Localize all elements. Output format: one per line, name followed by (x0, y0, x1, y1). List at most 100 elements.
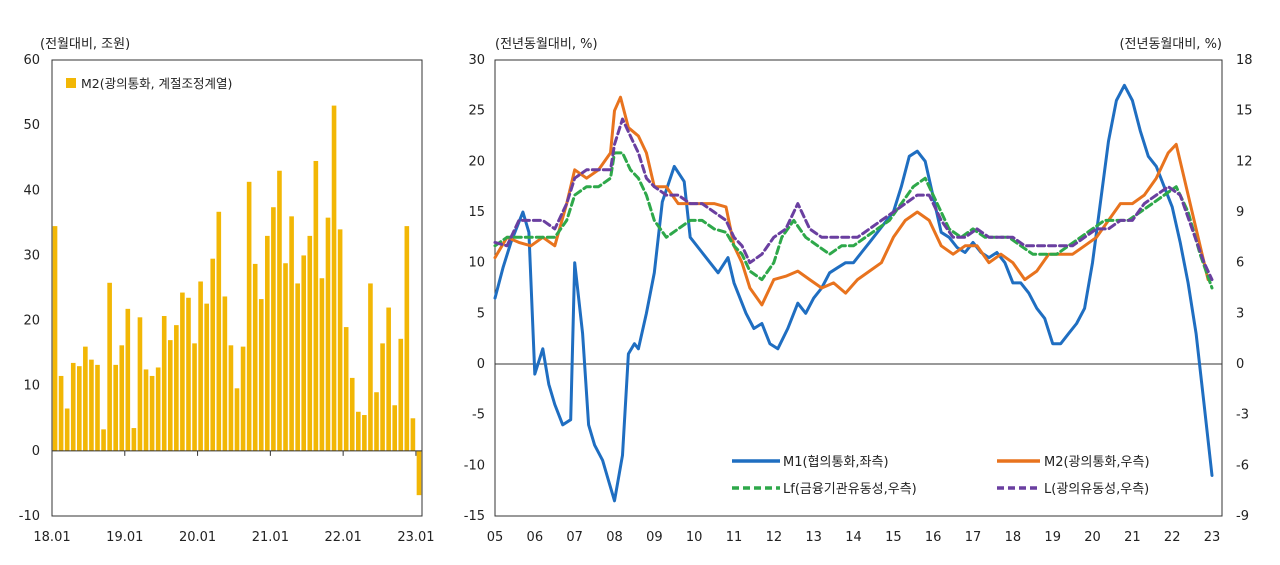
left-bar (131, 428, 137, 451)
left-bar (277, 170, 282, 451)
chart-monthly-m2-bars: (전월대비, 조원) 60 50 40 30 20 10 0 -10 18.01 19.01 20… (19, 37, 435, 545)
left-bar (222, 296, 228, 451)
right-x-tick: 06 (527, 530, 544, 545)
series-line-0 (493, 83, 1214, 503)
left-bar (204, 303, 209, 451)
left-bar (161, 316, 167, 451)
left-bar (258, 299, 264, 451)
right-left-y-tick: 5 (477, 306, 485, 321)
left-bar (186, 297, 191, 451)
left-bar (325, 217, 331, 451)
right-plot-frame (494, 59, 1223, 517)
left-bar (64, 408, 70, 451)
left-y-tick-labels: 60 50 40 30 20 10 0 -10 (19, 53, 40, 524)
legend-m2-label: M2(광의통화,우측) (1044, 455, 1150, 470)
right-left-y-tick: 15 (468, 205, 485, 220)
left-bar (404, 226, 410, 451)
right-right-y-tick-labels: 18 15 12 9 6 3 0 -3 -6 -9 (1236, 53, 1253, 524)
right-x-tick: 16 (925, 530, 942, 545)
right-x-tick: 07 (566, 530, 583, 545)
left-bar (392, 405, 398, 451)
left-bar (155, 367, 161, 451)
left-bar (70, 362, 76, 451)
left-bar (198, 281, 203, 451)
legend-m1-label: M1(협의통화,좌측) (783, 455, 889, 470)
left-bar (83, 346, 88, 451)
left-bar (240, 346, 246, 451)
right-left-y-tick-labels: 30 25 20 15 10 5 0 -5 -10 -15 (464, 53, 485, 524)
left-bar (283, 263, 288, 451)
left-x-tick: 18.01 (33, 530, 70, 545)
left-x-tick: 21.01 (252, 530, 289, 545)
right-left-y-tick: -10 (464, 458, 485, 473)
left-bar (271, 207, 276, 451)
left-legend-label: M2(광의통화, 계절조정계열) (81, 76, 232, 91)
right-x-tick: 21 (1124, 530, 1141, 545)
right-y-unit-right: (전년동월대비, %) (1119, 37, 1222, 52)
left-x-tick: 22.01 (325, 530, 362, 545)
left-bar (119, 345, 125, 451)
left-bar (362, 415, 367, 451)
left-y-tick: 60 (23, 53, 40, 68)
left-bar (192, 343, 197, 451)
left-bar (174, 325, 179, 451)
right-x-tick: 15 (885, 530, 902, 545)
right-x-tick: 17 (965, 530, 982, 545)
right-x-tick: 10 (686, 530, 703, 545)
left-bar (349, 377, 355, 451)
left-legend: M2(광의통화, 계절조정계열) (66, 76, 232, 91)
right-x-tick-labels: 05 06 07 08 09 10 11 12 13 14 15 16 17 18 19 20 21 22 23 (487, 530, 1221, 545)
left-bar (343, 327, 349, 451)
legend-lf-label: Lf(금융기관유동성,우측) (783, 482, 917, 497)
right-x-tick: 22 (1164, 530, 1181, 545)
left-bar (113, 364, 118, 451)
right-y-unit-left: (전년동월대비, %) (495, 37, 598, 52)
left-bar (58, 375, 64, 451)
left-legend-swatch (66, 78, 76, 88)
left-x-tick-labels: 18.01 19.01 20.01 21.01 22.01 23.01 (33, 450, 435, 545)
left-bar (368, 283, 373, 451)
right-x-tick: 09 (646, 530, 663, 545)
left-bar (331, 105, 337, 451)
left-bar (398, 338, 404, 451)
left-y-tick: 30 (23, 248, 40, 263)
left-bar (234, 388, 240, 451)
left-plot-frame (51, 59, 423, 517)
left-bar (380, 343, 385, 451)
left-bar (137, 317, 143, 451)
left-bar (386, 307, 391, 451)
left-bar (265, 235, 270, 451)
right-x-tick: 18 (1005, 530, 1022, 545)
right-x-tick: 11 (726, 530, 743, 545)
left-bar (101, 429, 106, 451)
right-x-tick: 23 (1204, 530, 1221, 545)
left-bar (313, 160, 319, 451)
left-bar (246, 181, 252, 451)
right-right-y-tick: 0 (1236, 357, 1244, 372)
left-bar (143, 369, 149, 451)
left-bar (416, 450, 422, 496)
right-left-y-tick: -15 (464, 509, 485, 524)
right-left-y-tick: 20 (468, 154, 485, 169)
right-right-y-tick: 9 (1236, 205, 1244, 220)
chart-money-growth-lines: (전년동월대비, %) (전년동월대비, %) 302520151050-5-1… (464, 37, 1253, 545)
left-x-tick: 23.01 (397, 530, 434, 545)
right-right-y-tick: 15 (1236, 104, 1253, 119)
right-x-tick: 13 (805, 530, 822, 545)
right-x-tick: 08 (606, 530, 623, 545)
series-line-3 (493, 117, 1214, 282)
right-x-tick: 14 (845, 530, 862, 545)
left-bar (89, 359, 94, 451)
right-right-y-tick: 6 (1236, 256, 1244, 271)
left-bar (76, 366, 82, 451)
right-right-y-tick: -3 (1236, 408, 1249, 423)
left-y-tick: -10 (19, 509, 40, 524)
left-bar (337, 229, 343, 451)
left-bar (180, 292, 185, 451)
series-line-1 (493, 95, 1210, 307)
right-x-tick: 05 (487, 530, 504, 545)
right-left-y-tick: 30 (468, 53, 485, 68)
left-bar (216, 211, 222, 451)
right-right-y-tick: -6 (1236, 458, 1249, 473)
left-bar (228, 345, 234, 451)
